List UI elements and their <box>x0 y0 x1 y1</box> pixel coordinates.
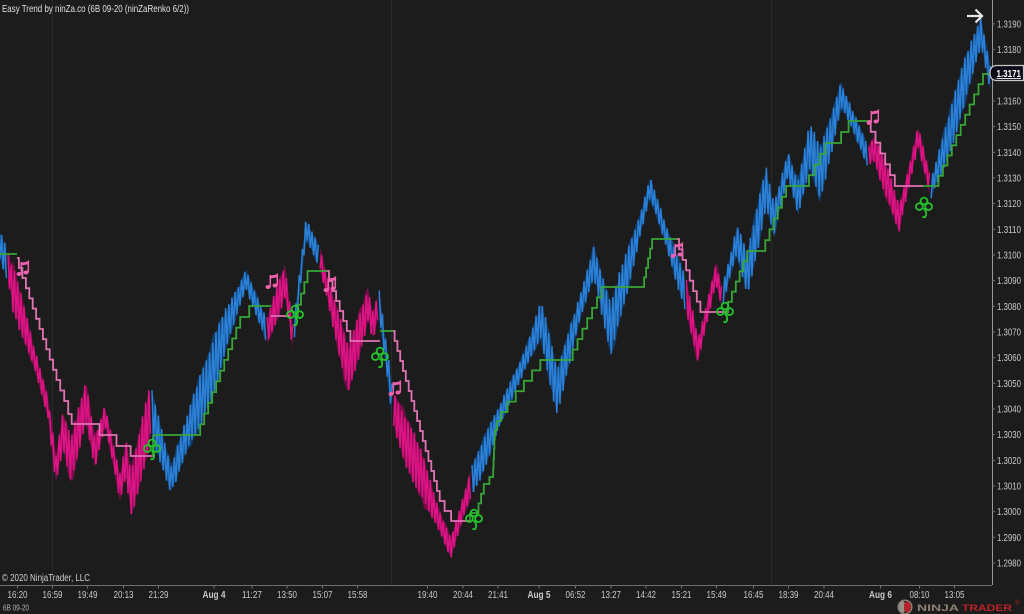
svg-text:NINJA: NINJA <box>917 603 959 614</box>
svg-text:1.3150: 1.3150 <box>997 121 1021 133</box>
svg-text:20:44: 20:44 <box>814 590 834 601</box>
svg-text:06:52: 06:52 <box>566 590 586 601</box>
svg-text:21:41: 21:41 <box>488 590 508 601</box>
svg-text:19:49: 19:49 <box>78 590 98 601</box>
svg-text:1.2980: 1.2980 <box>997 558 1021 570</box>
svg-text:TRADER: TRADER <box>962 603 1012 614</box>
svg-text:08:10: 08:10 <box>910 590 930 601</box>
svg-text:1.3140: 1.3140 <box>997 147 1021 159</box>
svg-text:14:42: 14:42 <box>636 590 656 601</box>
svg-text:13:27: 13:27 <box>601 590 621 601</box>
svg-text:6B 09-20: 6B 09-20 <box>3 603 29 613</box>
svg-text:16:20: 16:20 <box>8 590 28 601</box>
svg-text:1.3040: 1.3040 <box>997 404 1021 416</box>
svg-text:1.3060: 1.3060 <box>997 352 1021 364</box>
svg-text:© 2020 NinjaTrader, LLC: © 2020 NinjaTrader, LLC <box>2 573 90 584</box>
svg-text:1.3160: 1.3160 <box>997 95 1021 107</box>
svg-text:21:29: 21:29 <box>149 590 169 601</box>
svg-text:Aug 6: Aug 6 <box>869 590 892 601</box>
svg-text:1.3190: 1.3190 <box>997 18 1021 30</box>
svg-text:1.3050: 1.3050 <box>997 378 1021 390</box>
svg-text:1.3130: 1.3130 <box>997 172 1021 184</box>
svg-text:1.3010: 1.3010 <box>997 481 1021 493</box>
svg-text:1.3180: 1.3180 <box>997 44 1021 56</box>
svg-text:19:40: 19:40 <box>418 590 438 601</box>
svg-text:15:49: 15:49 <box>707 590 727 601</box>
svg-text:1.3120: 1.3120 <box>997 198 1021 210</box>
svg-text:1.3080: 1.3080 <box>997 301 1021 313</box>
svg-text:Easy Trend by ninZa.co (6B 09-: Easy Trend by ninZa.co (6B 09-20 (ninZaR… <box>2 3 189 15</box>
svg-text:Aug 4: Aug 4 <box>203 590 226 601</box>
svg-text:1.3100: 1.3100 <box>997 250 1021 262</box>
svg-text:1.3090: 1.3090 <box>997 275 1021 287</box>
svg-text:15:21: 15:21 <box>672 590 692 601</box>
svg-text:11:27: 11:27 <box>242 590 262 601</box>
svg-text:Aug 5: Aug 5 <box>528 590 551 601</box>
svg-text:1.3070: 1.3070 <box>997 327 1021 339</box>
svg-text:1.3000: 1.3000 <box>997 506 1021 518</box>
svg-text:1.3171: 1.3171 <box>997 68 1022 80</box>
svg-text:20:13: 20:13 <box>114 590 134 601</box>
svg-text:15:58: 15:58 <box>348 590 368 601</box>
svg-text:1.3030: 1.3030 <box>997 429 1021 441</box>
svg-text:20:44: 20:44 <box>453 590 473 601</box>
svg-text:13:05: 13:05 <box>945 590 965 601</box>
svg-text:16:45: 16:45 <box>744 590 764 601</box>
svg-text:15:07: 15:07 <box>313 590 333 601</box>
svg-text:1.3020: 1.3020 <box>997 455 1021 467</box>
svg-text:13:50: 13:50 <box>277 590 297 601</box>
svg-text:®: ® <box>1015 599 1020 607</box>
svg-text:16:59: 16:59 <box>43 590 63 601</box>
svg-text:1.3110: 1.3110 <box>997 224 1021 236</box>
svg-text:18:39: 18:39 <box>779 590 799 601</box>
svg-text:1.2990: 1.2990 <box>997 532 1021 544</box>
